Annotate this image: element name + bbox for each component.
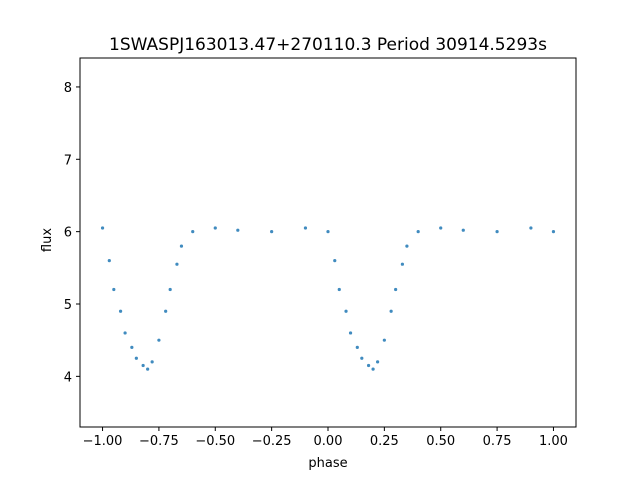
data-point (439, 226, 443, 230)
data-point (118, 309, 123, 313)
data-point (326, 230, 330, 234)
chart-title: 1SWASPJ163013.47+270110.3 Period 30914.5… (109, 35, 547, 55)
x-tick-label: −1.00 (83, 434, 123, 449)
data-point (495, 230, 499, 234)
data-point (168, 287, 172, 292)
data-point (461, 228, 465, 232)
data-point (400, 262, 404, 266)
data-point (175, 262, 179, 266)
y-tick-label: 7 (64, 153, 72, 168)
data-point (371, 367, 375, 371)
y-axis-label: flux (40, 228, 55, 252)
data-point (123, 331, 127, 335)
data-point (164, 309, 168, 313)
data-point (416, 230, 420, 234)
data-point (303, 226, 308, 230)
data-point (146, 367, 150, 371)
y-tick-label: 6 (64, 226, 72, 241)
x-axis-ticks: −1.00 −0.75 −0.50 −0.25 0.00 0.25 0.50 0.75 1.00 (83, 427, 568, 449)
x-tick-label: −0.25 (252, 434, 292, 449)
x-tick-label: 0.50 (426, 434, 455, 449)
data-point (376, 360, 380, 364)
axes-frame (79, 57, 577, 428)
data-point (112, 287, 116, 292)
data-point (134, 356, 138, 360)
x-tick-label: 0.00 (314, 434, 343, 449)
data-point (344, 309, 348, 313)
data-point (366, 363, 371, 368)
y-tick-label: 5 (64, 298, 72, 313)
data-point (529, 226, 533, 230)
data-point (382, 338, 386, 342)
data-point (551, 230, 556, 234)
data-point (150, 360, 154, 364)
data-point (107, 258, 111, 263)
x-tick-label: 1.00 (539, 434, 568, 449)
y-tick-label: 4 (64, 370, 72, 385)
data-point (333, 258, 337, 263)
data-point (405, 244, 409, 248)
data-point (213, 226, 217, 230)
data-point (355, 345, 359, 350)
data-point (141, 363, 145, 368)
data-point (394, 287, 398, 292)
x-axis-label: phase (308, 456, 347, 471)
data-point (157, 338, 161, 342)
data-point (100, 226, 105, 230)
data-point (130, 345, 134, 350)
data-point (348, 331, 353, 335)
data-point (191, 230, 195, 234)
x-tick-label: −0.75 (139, 434, 179, 449)
data-point (389, 309, 393, 313)
y-tick-label: 8 (64, 81, 72, 96)
x-tick-label: 0.75 (483, 434, 512, 449)
data-point (270, 230, 274, 234)
data-point (236, 228, 240, 232)
x-tick-label: 0.25 (370, 434, 399, 449)
x-tick-label: −0.50 (195, 434, 235, 449)
y-axis-ticks: 4 5 6 7 8 (64, 81, 80, 385)
data-point (179, 244, 184, 248)
data-point (337, 287, 341, 292)
data-points (100, 226, 556, 371)
data-point (360, 356, 364, 360)
